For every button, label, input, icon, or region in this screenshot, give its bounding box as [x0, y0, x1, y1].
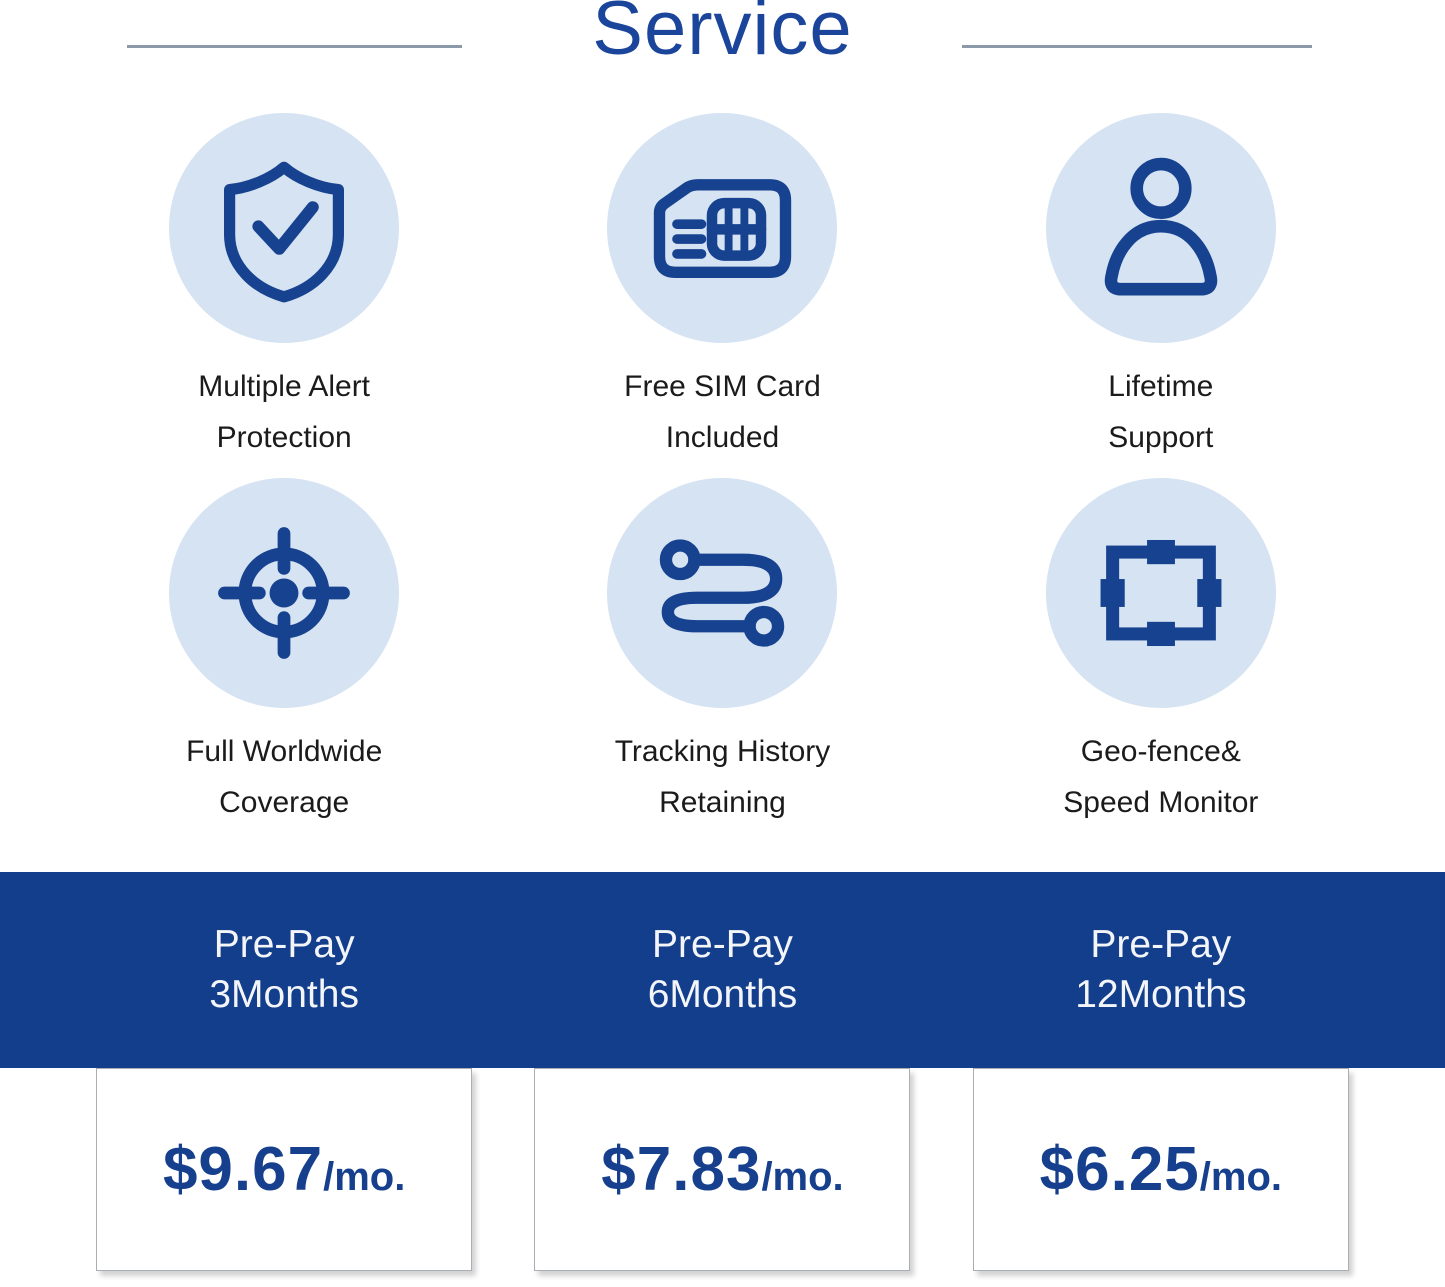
feature-multiple-alert-protection: Multiple Alert Protection [65, 113, 503, 463]
feature-lifetime-support: Lifetime Support [942, 113, 1380, 463]
plan-6months: Pre-Pay 6Months [503, 920, 941, 1020]
feature-label-line1: Geo-fence& [1080, 735, 1241, 768]
icon-circle [1045, 113, 1276, 343]
plan-label-line2: 3Months [209, 973, 359, 1016]
feature-label: Lifetime Support [1108, 361, 1213, 463]
feature-label: Full Worldwide Coverage [186, 726, 382, 828]
feature-grid: Multiple Alert Protection Free SIM Card … [65, 113, 1380, 828]
price-card-6months: $7.83 /mo. [534, 1068, 911, 1271]
price-amount: $7.83 [601, 1135, 762, 1204]
feature-label: Tracking History Retaining [615, 726, 831, 828]
feature-label-line2: Support [1108, 421, 1214, 454]
price: $7.83 /mo. [601, 1134, 843, 1205]
price-amount: $9.67 [162, 1135, 324, 1204]
price-card-3months: $9.67 /mo. [96, 1068, 473, 1271]
route-icon [660, 539, 785, 647]
feature-tracking-history: Tracking History Retaining [503, 478, 941, 828]
title-divider-right [962, 45, 1312, 48]
pricing-band: Pre-Pay 3Months Pre-Pay 6Months Pre-Pay … [0, 872, 1445, 1068]
icon-circle [607, 478, 838, 708]
feature-free-sim-card: Free SIM Card Included [503, 113, 941, 463]
feature-label: Geo-fence& Speed Monitor [1063, 726, 1258, 828]
plan-label-line1: Pre-Pay [213, 923, 355, 967]
feature-label-line1: Free SIM Card [624, 370, 821, 403]
feature-label: Free SIM Card Included [624, 361, 821, 463]
feature-label-line1: Lifetime [1108, 370, 1214, 403]
pricing-band-columns: Pre-Pay 3Months Pre-Pay 6Months Pre-Pay … [65, 872, 1380, 1068]
plan-label-line1: Pre-Pay [1090, 923, 1232, 967]
plan-label-line1: Pre-Pay [652, 923, 793, 967]
price-card-row: $9.67 /mo. $7.83 /mo. $6.25 /mo. [65, 1068, 1380, 1271]
plan-3months: Pre-Pay 3Months [65, 920, 503, 1020]
feature-label-line2: Retaining [659, 786, 786, 819]
feature-geofence-speed: Geo-fence& Speed Monitor [942, 478, 1380, 828]
feature-label-line1: Tracking History [614, 735, 831, 768]
sim-card-icon [653, 178, 792, 278]
plan-12months: Pre-Pay 12Months [942, 920, 1380, 1020]
geofence-icon [1100, 539, 1222, 647]
title-divider-left [127, 45, 462, 48]
price-unit: /mo. [1199, 1155, 1283, 1199]
icon-circle [607, 113, 838, 343]
shield-check-icon [224, 161, 345, 303]
price-unit: /mo. [323, 1155, 406, 1199]
plan-label-line2: 6Months [647, 973, 798, 1016]
feature-label-line1: Full Worldwide [186, 735, 383, 768]
feature-label-line2: Included [665, 421, 780, 454]
feature-label: Multiple Alert Protection [198, 361, 370, 463]
feature-label-line2: Speed Monitor [1063, 786, 1259, 819]
price: $9.67 /mo. [163, 1134, 405, 1205]
person-icon [1104, 157, 1218, 296]
price-unit: /mo. [761, 1155, 844, 1199]
feature-label-line2: Coverage [219, 786, 350, 819]
feature-label-line1: Multiple Alert [198, 370, 371, 403]
price-card-12months: $6.25 /mo. [972, 1068, 1349, 1271]
crosshair-icon [218, 527, 351, 659]
plan-label-line2: 12Months [1075, 973, 1247, 1016]
price: $6.25 /mo. [1040, 1134, 1282, 1205]
icon-circle [1045, 478, 1276, 708]
price-amount: $6.25 [1039, 1135, 1200, 1204]
icon-circle [169, 478, 400, 708]
feature-label-line2: Protection [216, 421, 352, 454]
feature-worldwide-coverage: Full Worldwide Coverage [65, 478, 503, 828]
icon-circle [169, 113, 400, 343]
page-title: Service [592, 0, 853, 71]
